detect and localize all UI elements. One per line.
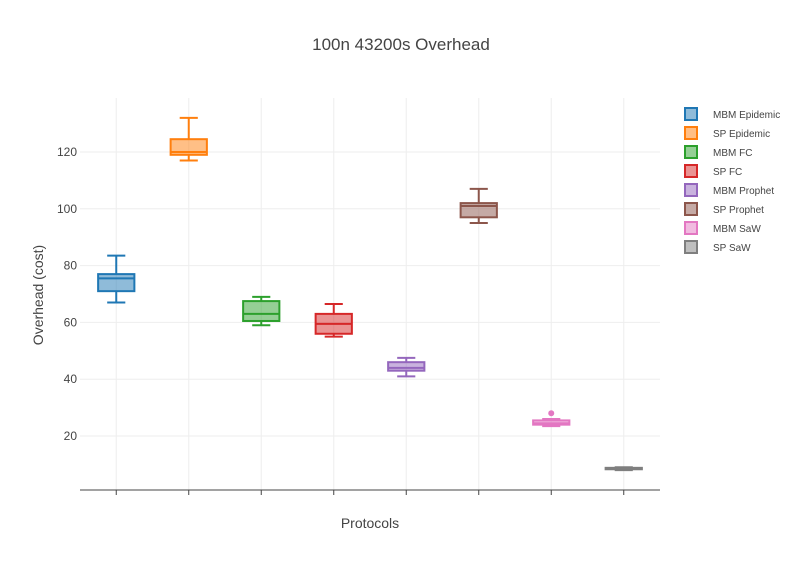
box-mbm-prophet [387,356,426,378]
legend: MBM Epidemic SP Epidemic MBM FC SP FC MBM Pr… [684,107,780,254]
box-mbm-saw [532,410,571,428]
legend-label: SP FC [713,167,742,178]
box-sp-prophet [459,187,498,224]
legend-swatch [684,107,698,121]
box-sp-epidemic [169,116,208,162]
legend-item: SP FC [684,164,742,178]
legend-label: MBM SaW [713,224,761,235]
x-axis-label: Protocols [341,515,399,531]
legend-label: SP Prophet [713,205,764,216]
box-mbm-epidemic [97,254,136,304]
legend-swatch [684,240,698,254]
box-iqr [169,138,208,156]
legend-label: SP Epidemic [713,129,770,140]
legend-label: SP SaW [713,243,751,254]
y-tick-label: 120 [57,145,77,159]
box-sp-fc [314,302,353,338]
legend-item: MBM FC [684,145,752,159]
legend-swatch [684,221,698,235]
legend-item: MBM Prophet [684,183,774,197]
y-tick-label: 20 [64,429,78,443]
box-mbm-fc [242,295,281,327]
legend-swatch [684,183,698,197]
box-iqr [387,361,426,372]
legend-item: MBM SaW [684,221,761,235]
legend-swatch [684,202,698,216]
y-tick-label: 80 [64,259,78,273]
legend-label: MBM Prophet [713,186,774,197]
box-iqr [242,300,281,322]
chart-title: 100n 43200s Overhead [312,35,490,54]
gridlines [80,98,660,490]
box-sp-saw [604,466,643,472]
legend-label: MBM FC [713,148,752,159]
legend-item: MBM Epidemic [684,107,780,121]
legend-item: SP Epidemic [684,126,770,140]
y-axis-ticks: 20 40 60 80 100 120 [57,145,77,443]
box-iqr [97,273,136,293]
legend-swatch [684,164,698,178]
y-axis-label: Overhead (cost) [30,245,46,345]
y-tick-label: 100 [57,202,77,216]
legend-item: SP Prophet [684,202,764,216]
box-series [97,116,643,472]
legend-swatch [684,126,698,140]
legend-swatch [684,145,698,159]
y-tick-label: 40 [64,372,78,386]
outlier-point [548,410,555,417]
y-tick-label: 60 [64,315,78,329]
x-axis-ticks [115,490,625,495]
legend-label: MBM Epidemic [713,110,780,121]
legend-item: SP SaW [684,240,751,254]
